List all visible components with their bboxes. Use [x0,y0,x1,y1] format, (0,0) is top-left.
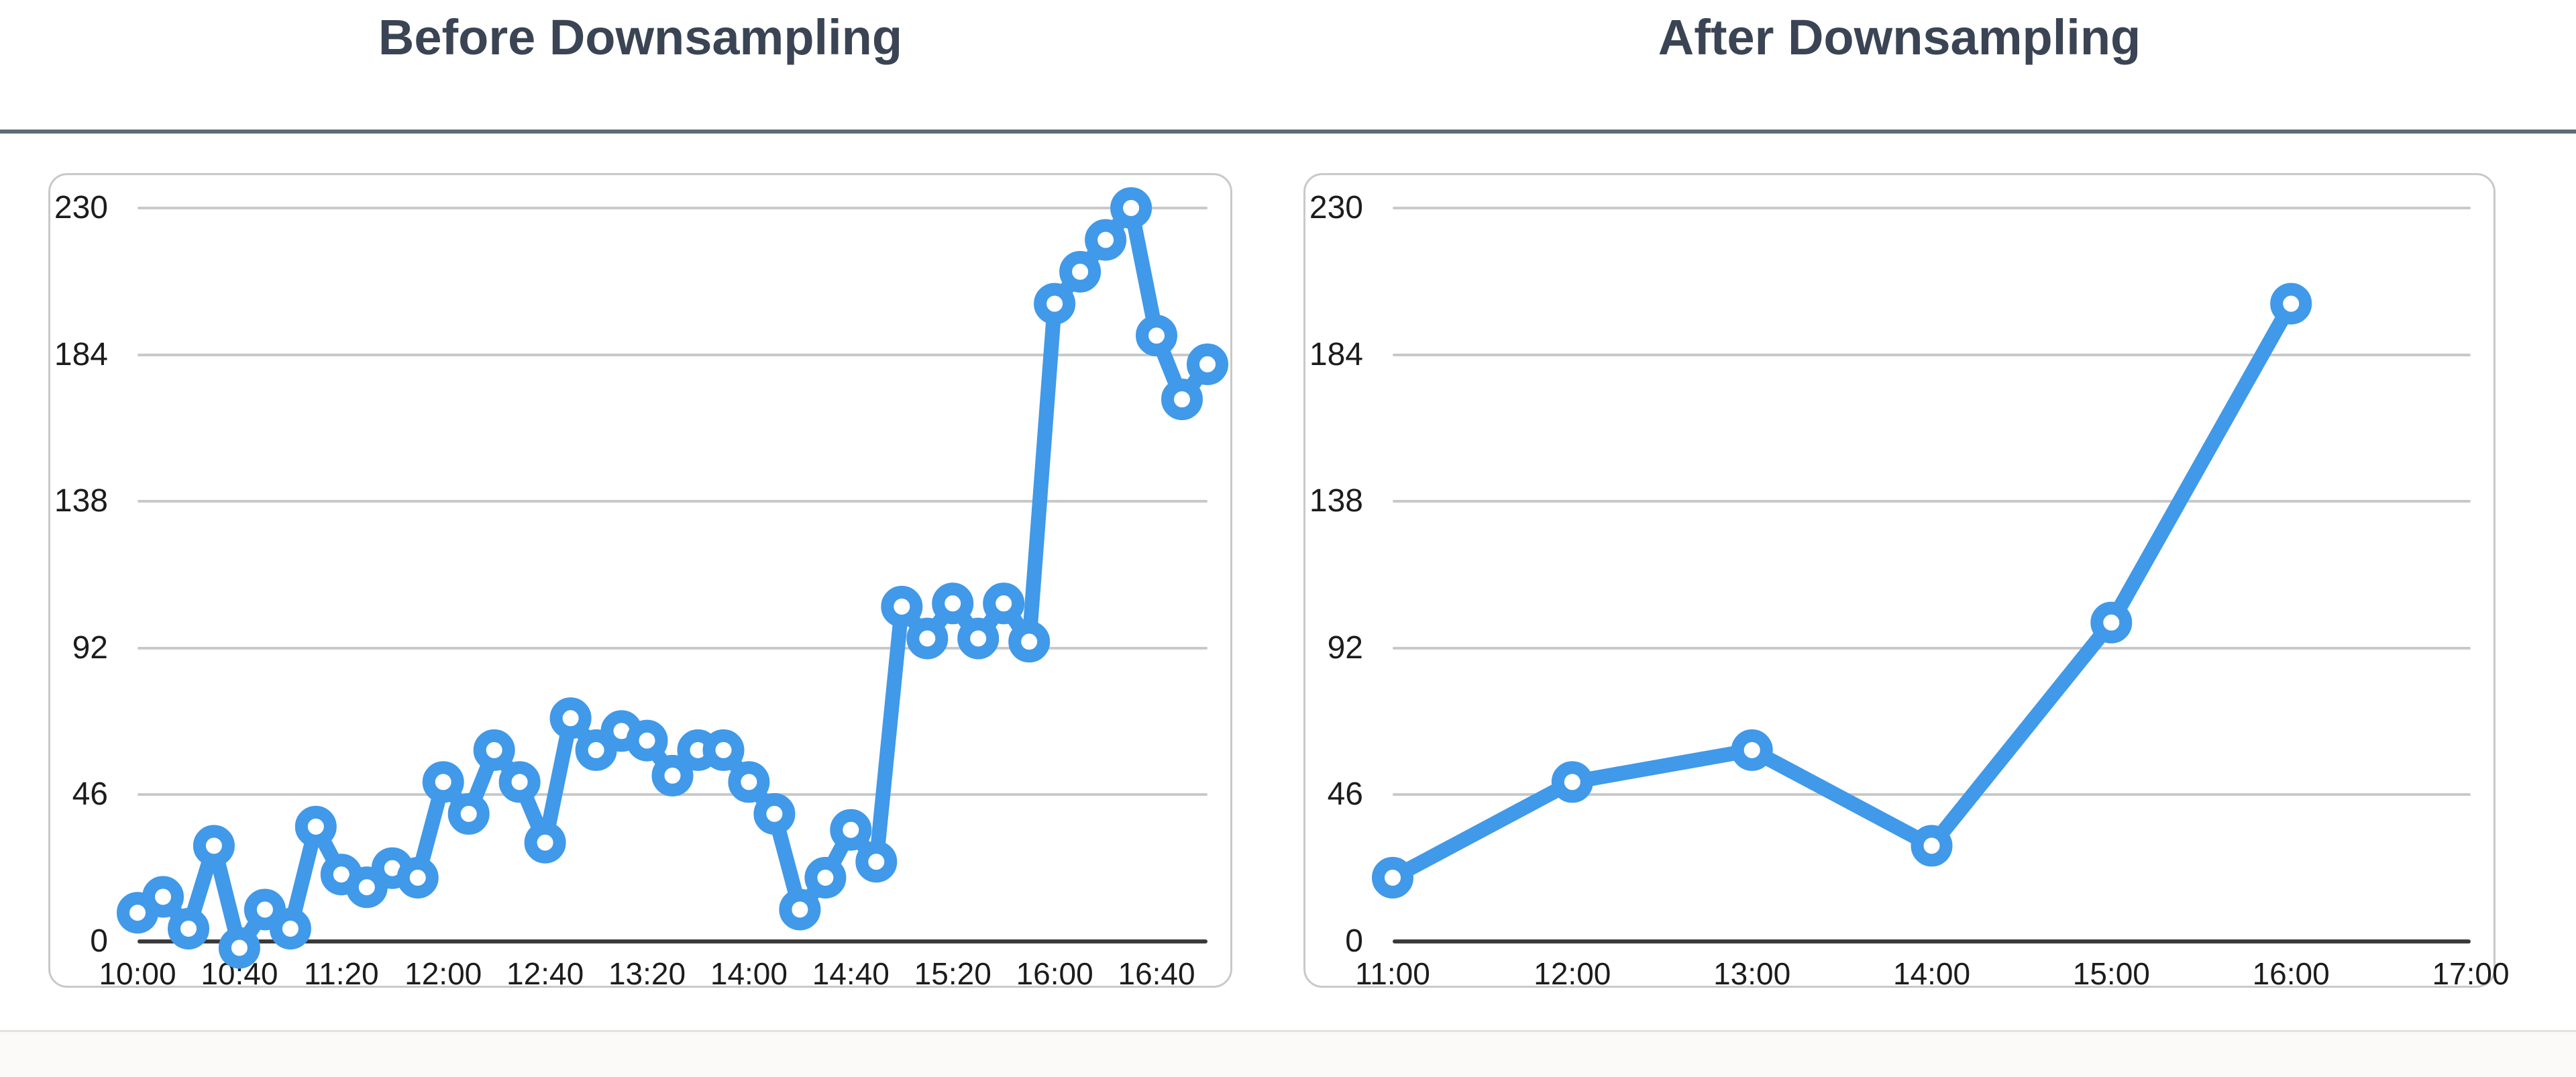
data-point-marker [983,582,1025,625]
before-chart-title: Before Downsampling [378,9,903,65]
data-point-marker [2090,601,2133,644]
data-point-marker [447,792,490,835]
line-series [130,201,1215,956]
after-chart-title: After Downsampling [1658,9,2141,65]
data-point-marker [498,761,541,803]
data-point-marker [1059,251,1102,293]
x-axis-label: 10:40 [201,956,278,991]
y-axis-label: 92 [1327,629,1363,666]
x-axis-label: 17:00 [2432,956,2510,991]
x-axis-label: 14:00 [1892,956,1971,991]
data-point-marker [345,866,388,909]
x-axis-label: 13:20 [608,956,686,991]
data-point-marker [1008,621,1051,663]
gridline [138,500,1208,503]
line-series-canvas [117,187,1228,969]
data-point-marker [728,761,770,803]
x-axis-label: 11:20 [303,956,379,991]
x-axis-label: 11:00 [1355,956,1430,991]
after-chart-panel: 230 184 138 92 46 0 11:00 12:00 13:00 14:00 15:00 1… [1303,173,2510,991]
y-axis-label: 92 [72,629,108,666]
x-axis-label: 12:40 [506,956,584,991]
line-series-canvas [1372,283,2312,899]
data-point-marker [1372,857,1413,899]
data-point-marker [702,729,745,771]
data-point-marker [1731,729,1773,771]
x-axis-label: 10:00 [99,956,176,991]
data-point-marker [524,821,566,864]
x-axis-label: 12:00 [405,956,482,991]
data-point-marker [1085,219,1127,261]
x-axis-label: 15:00 [2072,956,2150,991]
title-divider [0,130,2576,134]
data-point-marker [677,729,719,771]
data-point-marker [753,792,796,835]
line-series [1385,296,2299,885]
gridline [138,353,1208,356]
gridline [138,646,1208,650]
gridline [1393,793,2471,797]
data-point-marker [855,841,898,883]
x-axis-label: 14:40 [812,956,890,991]
data-point-marker [244,888,286,931]
x-axis-label: 14:00 [710,956,788,991]
data-point-marker [1161,378,1203,421]
data-point-marker [320,854,362,896]
x-axis-label: 15:20 [914,956,991,991]
x-axis-label: 13:00 [1713,956,1791,991]
data-point-marker [804,857,847,899]
gridline [1393,353,2471,356]
footer-strip [0,1032,2576,1077]
data-point-marker [1911,825,1953,867]
data-point-marker [549,697,592,739]
data-point-marker [294,805,337,848]
x-axis [138,939,1208,943]
data-point-marker [422,761,464,803]
y-axis-label: 138 [1309,483,1363,519]
x-axis-label: 16:00 [2252,956,2330,991]
data-point-marker [626,719,668,762]
data-point-marker [881,586,923,627]
y-axis-label: 138 [54,483,108,519]
y-axis-label: 184 [1309,336,1363,372]
y-axis-label: 230 [54,190,108,225]
y-axis-label: 230 [1309,190,1363,225]
data-point-marker [600,710,643,752]
footer-divider [0,1030,2576,1032]
x-axis-label: 12:00 [1534,956,1611,991]
data-point-marker [2270,283,2312,325]
data-point-marker [1034,283,1076,325]
x-axis-label: 16:00 [1016,956,1093,991]
y-axis-label: 0 [1345,923,1363,959]
data-point-marker [193,825,235,867]
data-point-marker [779,888,821,931]
data-point-marker [396,857,439,899]
y-axis-label: 46 [72,776,108,813]
data-point-marker [371,847,413,889]
gridline [1393,646,2471,650]
data-point-marker [1136,315,1177,357]
y-axis-label: 0 [90,923,108,959]
data-point-marker [473,729,515,771]
x-axis [1393,939,2471,943]
data-point-marker [117,892,158,934]
data-point-marker [575,729,617,771]
before-chart-panel: 230 184 138 92 46 0 10:00 10:40 11:20 12:00 12:40 1… [48,173,1232,991]
data-point-marker [142,876,184,918]
data-point-marker [830,809,872,851]
y-axis-label: 184 [54,336,108,372]
gridline [138,793,1208,797]
gridline [138,207,1208,209]
data-point-marker [1551,761,1593,803]
x-axis-label: 16:40 [1118,956,1195,991]
y-axis-label: 46 [1327,776,1363,813]
data-point-marker [651,754,694,797]
gridline [1393,207,2471,209]
data-point-marker [932,582,974,625]
gridline [1393,500,2471,503]
